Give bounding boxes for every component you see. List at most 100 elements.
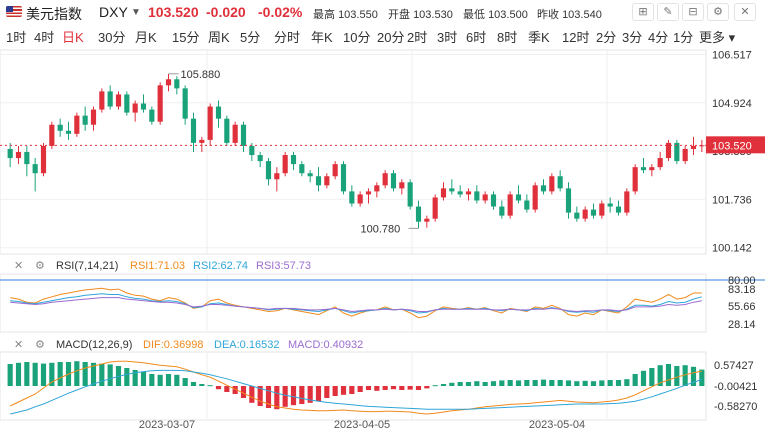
rsi-settings-icon[interactable]: ⚙ [35, 260, 45, 272]
symbol-selector[interactable]: DXY [99, 4, 128, 20]
period-tabs: 1时 4时 日K 30分 月K 15分 周K 5分 分时 年K 10分 20分 2时 3时 6时 8时 季K 12… [0, 25, 765, 47]
macd-label: MACD(12,26,9) [56, 339, 133, 351]
dif-value: DIF:0.36998 [143, 339, 204, 351]
macd-collapse-icon[interactable]: ✕ [14, 339, 24, 351]
tab-15分[interactable]: 15分 [172, 30, 200, 45]
pane-frame-2 [0, 351, 707, 421]
tab-5分[interactable]: 5分 [240, 30, 261, 45]
tab-更多[interactable]: 更多 ▾ [699, 30, 736, 45]
macd-bar [424, 386, 430, 389]
candle [640, 167, 647, 171]
candle [215, 106, 222, 119]
macd-bar [415, 386, 422, 390]
candle [140, 103, 147, 110]
candle [182, 88, 188, 119]
candle [607, 203, 613, 207]
tab-季K[interactable]: 季K [528, 30, 550, 45]
rsi1-value: RSI1:71.03 [130, 260, 186, 272]
tab-3时[interactable]: 3时 [437, 30, 458, 45]
rsi-axis-label: 28.14 [728, 319, 756, 331]
macd-bar [15, 362, 22, 386]
tab-2分[interactable]: 2分 [596, 30, 617, 45]
stat-high: 最高 103.550 [313, 9, 378, 21]
dea-line [10, 369, 702, 415]
tab-分时[interactable]: 分时 [274, 30, 301, 45]
candle [265, 161, 272, 180]
candle [332, 164, 338, 177]
candle [32, 164, 38, 174]
macd-bar [607, 380, 613, 386]
macd-bar [599, 380, 605, 386]
macd-bar [249, 386, 255, 403]
macd-bar [615, 380, 622, 386]
macd-bar [149, 374, 155, 386]
tab-30分[interactable]: 30分 [98, 30, 126, 45]
candle [49, 124, 55, 146]
candle [549, 176, 555, 192]
rsi-collapse-icon[interactable]: ✕ [14, 260, 24, 272]
candle [274, 173, 280, 180]
candle [557, 176, 563, 189]
tab-周K[interactable]: 周K [208, 30, 230, 45]
macd-bar [174, 374, 180, 386]
candle [7, 148, 13, 159]
candle [499, 206, 505, 216]
tab-20分[interactable]: 20分 [377, 30, 405, 45]
macd-bar [265, 386, 272, 408]
candle [107, 91, 113, 107]
tab-4时[interactable]: 4时 [34, 30, 55, 45]
grid-icon[interactable]: ⊞ [632, 3, 654, 21]
rsi-axis-label: 80.00 [728, 275, 756, 287]
macd-bar [107, 364, 113, 386]
candle [632, 167, 638, 192]
macd-bar [40, 363, 47, 386]
macd-bar [482, 382, 488, 386]
tab-4分[interactable]: 4分 [648, 30, 669, 45]
candle [349, 191, 355, 204]
indicator-icon[interactable]: ⊟ [682, 3, 704, 21]
stat-open: 开盘 103.530 [388, 9, 453, 21]
macd-bar [157, 374, 163, 386]
instrument-name: 美元指数 [26, 6, 82, 22]
tab-2时[interactable]: 2时 [407, 30, 428, 45]
high-annotation: 105.880 [181, 69, 221, 81]
tab-12时[interactable]: 12时 [562, 30, 590, 45]
tab-月K[interactable]: 月K [135, 30, 157, 45]
macd-bar [199, 384, 205, 386]
candle [165, 79, 172, 86]
macd-bar [440, 384, 447, 386]
macd-bar [665, 364, 672, 386]
candle [124, 94, 130, 113]
tab-年K[interactable]: 年K [311, 30, 333, 45]
candle [340, 164, 347, 192]
macd-bar [140, 371, 147, 386]
macd-settings-icon[interactable]: ⚙ [35, 339, 45, 351]
tab-日K[interactable]: 日K [62, 30, 84, 45]
rsi-line-2 [10, 293, 702, 314]
macd-bar [582, 380, 588, 386]
tab-3分[interactable]: 3分 [622, 30, 643, 45]
tab-10分[interactable]: 10分 [343, 30, 371, 45]
tab-1分[interactable]: 1分 [673, 30, 694, 45]
drawing-icon[interactable]: ✎ [657, 3, 679, 21]
candle [432, 197, 438, 219]
macd-bar [690, 366, 697, 386]
macd-bar [357, 386, 363, 392]
macd-bar [182, 378, 188, 386]
tab-8时[interactable]: 8时 [497, 30, 518, 45]
macd-bar [274, 386, 280, 410]
settings-icon[interactable]: ⚙ [707, 3, 729, 21]
candle [207, 106, 213, 140]
candle [24, 152, 30, 165]
candle [599, 203, 605, 216]
tab-6时[interactable]: 6时 [466, 30, 487, 45]
candle [299, 164, 305, 174]
tab-1时[interactable]: 1时 [6, 30, 27, 45]
macd-bar [382, 386, 388, 390]
macd-bar [374, 386, 380, 391]
candle [490, 194, 497, 207]
close-icon[interactable]: ✕ [734, 3, 756, 21]
chevron-down-icon[interactable]: ▼ [131, 7, 141, 18]
macd-bar [49, 362, 55, 386]
